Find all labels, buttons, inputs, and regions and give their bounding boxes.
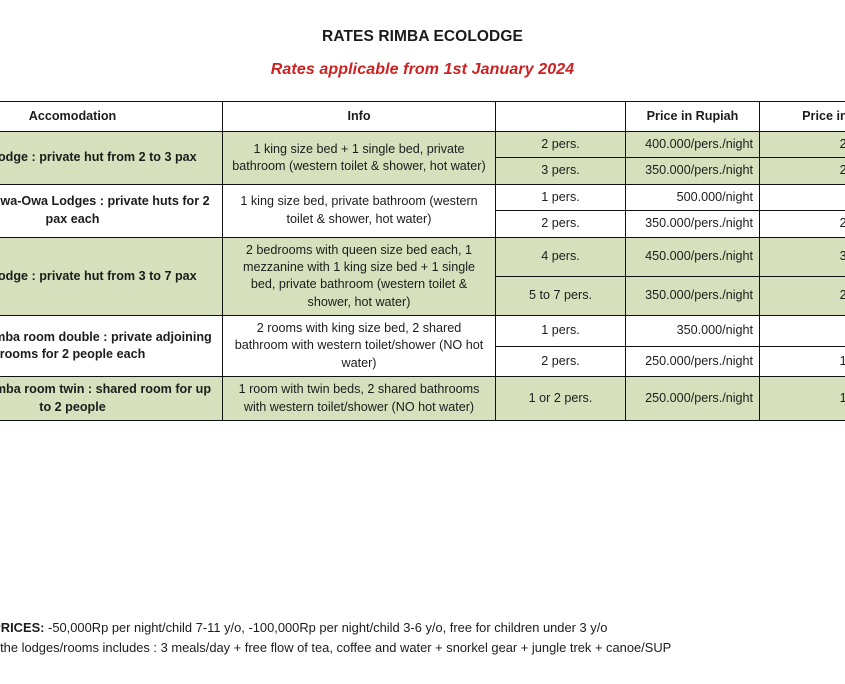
cell-price-euro: 30/pers./night xyxy=(759,236,845,277)
cell-price-rupiah: 450.000/pers./night xyxy=(625,236,760,277)
rates-table-wrapper: Accomodation Info Price in Rupiah Price … xyxy=(0,101,845,421)
cell-info: 2 rooms with king size bed, 2 shared bat… xyxy=(222,314,496,378)
cell-accommodation: Nimau Lodge : private hut from 2 to 3 pa… xyxy=(0,131,223,185)
cell-occupancy: 2 pers. xyxy=(495,345,626,378)
children-prices-note: CHILDREN PRICES: -50,000Rp per night/chi… xyxy=(0,618,845,638)
cell-price-rupiah: 400.000/pers./night xyxy=(625,130,760,159)
table-body: Nimau Lodge : private hut from 2 to 3 pa… xyxy=(0,130,845,421)
cell-occupancy: 5 to 7 pers. xyxy=(495,275,626,317)
page-subtitle: Rates applicable from 1st January 2024 xyxy=(270,61,575,78)
cell-info: 1 room with twin beds, 2 shared bathroom… xyxy=(222,376,496,421)
column-header-price-euro: Price in Euro xyxy=(759,101,845,132)
cell-accommodation: Lumba-Lumba room double : private adjoin… xyxy=(0,314,223,378)
cell-price-euro: 33/night xyxy=(759,183,845,212)
column-header-accommodation: Accomodation xyxy=(0,101,223,132)
cell-price-rupiah: 250.000/pers./night xyxy=(625,345,760,378)
cell-price-euro: 27/pers./night xyxy=(759,130,845,159)
table-row: Lumba-Lumba room twin : shared room for … xyxy=(0,376,845,421)
cell-info: 1 king size bed + 1 single bed, private … xyxy=(222,131,496,185)
page-title: RATES RIMBA ECOLODGE xyxy=(322,28,523,45)
table-row: 5 to 7 pers.350.000/pers./night23/pers./… xyxy=(0,275,845,317)
table-row: 2 pers.250.000/pers./night17/pers./night xyxy=(0,345,845,378)
cell-accommodation: Kunyu & Owa-Owa Lodges : private huts fo… xyxy=(0,183,223,238)
cell-occupancy: 4 pers. xyxy=(495,236,626,277)
table-row: Nimau Lodge : private hut from 2 to 3 pa… xyxy=(0,130,845,185)
table-row: Lumba-Lumba room double : private adjoin… xyxy=(0,314,845,378)
table-header-row: Accomodation Info Price in Rupiah Price … xyxy=(0,101,845,132)
cell-info: 2 bedrooms with queen size bed each, 1 m… xyxy=(222,236,496,316)
cell-price-rupiah: 500.000/night xyxy=(625,183,760,212)
table-row: Bagao Lodge : private hut from 3 to 7 pa… xyxy=(0,236,845,316)
cell-price-rupiah: 350.000/night xyxy=(625,315,760,347)
inclusions-note: The prices of the lodges/rooms includes … xyxy=(0,639,672,655)
cell-price-euro: 23/pers./night xyxy=(759,275,845,317)
cell-price-euro: 23/pers./night xyxy=(759,157,845,185)
cell-occupancy: 2 pers. xyxy=(495,130,626,159)
cell-price-rupiah: 250.000/pers./night xyxy=(625,376,760,421)
footer-notes: CHILDREN PRICES: -50,000Rp per night/chi… xyxy=(0,618,845,657)
cell-price-rupiah: 350.000/pers./night xyxy=(625,210,760,238)
cell-price-euro: 17/pers./night xyxy=(759,376,845,421)
column-header-info: Info xyxy=(222,101,496,132)
cell-occupancy: 1 pers. xyxy=(495,315,626,347)
cell-price-euro: 17/pers./night xyxy=(759,345,845,378)
cell-price-euro: 23/pers./night xyxy=(759,210,845,238)
cell-price-rupiah: 350.000/pers./night xyxy=(625,157,760,185)
cell-accommodation: Lumba-Lumba room twin : shared room for … xyxy=(0,376,223,421)
cell-info: 1 king size bed, private bathroom (weste… xyxy=(222,183,496,238)
cell-accommodation: Bagao Lodge : private hut from 3 to 7 pa… xyxy=(0,236,223,316)
cell-occupancy: 2 pers. xyxy=(495,210,626,238)
cell-price-rupiah: 350.000/pers./night xyxy=(625,275,760,317)
rates-table: Accomodation Info Price in Rupiah Price … xyxy=(0,101,845,421)
table-row: Kunyu & Owa-Owa Lodges : private huts fo… xyxy=(0,183,845,238)
table-header: Accomodation Info Price in Rupiah Price … xyxy=(0,101,845,132)
cell-price-euro: 23/night xyxy=(759,315,845,347)
cell-occupancy: 1 or 2 pers. xyxy=(495,376,626,421)
column-header-price-rupiah: Price in Rupiah xyxy=(625,101,760,132)
children-prices-label: CHILDREN PRICES: xyxy=(0,620,45,635)
column-header-occupancy xyxy=(495,101,626,132)
cell-occupancy: 1 pers. xyxy=(495,183,626,212)
children-prices-text: -50,000Rp per night/child 7-11 y/o, -100… xyxy=(44,620,608,635)
cell-occupancy: 3 pers. xyxy=(495,157,626,185)
